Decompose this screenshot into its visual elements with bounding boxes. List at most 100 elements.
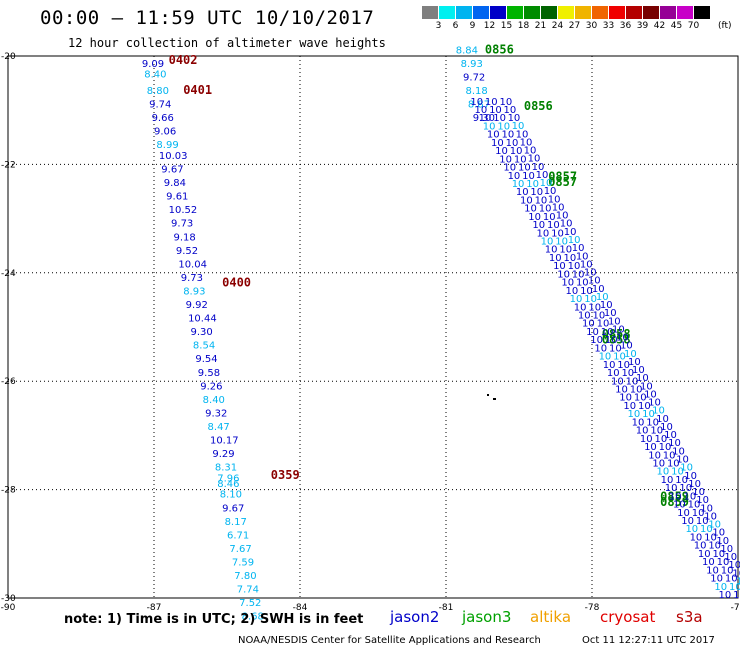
swath-glyph: 10 xyxy=(594,343,607,354)
swath-glyph: 10 xyxy=(539,204,552,215)
x-tick-label: -81 xyxy=(439,603,454,613)
swath-glyph: 10 xyxy=(736,576,740,587)
cryosat-wave-height: 9.84 xyxy=(164,178,186,189)
swath-glyph: 10 xyxy=(700,524,713,535)
swath-glyph: 10 xyxy=(555,237,568,248)
swath-glyph: 10 xyxy=(616,333,629,344)
color-swatch xyxy=(694,6,711,19)
page-subtitle: 12 hour collection of altimeter wave hei… xyxy=(68,36,386,50)
swath-glyph: 10 xyxy=(656,414,669,425)
swath-glyph: 10 xyxy=(716,536,729,547)
jason3-wave-height: 9.30 xyxy=(473,113,495,124)
cryosat-wave-height: 8.17 xyxy=(225,517,247,528)
cryosat-wave-height: 9.67 xyxy=(222,503,244,514)
cryosat-time-label: 0400 xyxy=(222,275,251,289)
swath-glyph: 10 xyxy=(590,335,603,346)
y-tick-label: -30 xyxy=(1,594,16,604)
swath-glyph: 10 xyxy=(528,212,541,223)
cryosat-wave-height: 8.68 xyxy=(242,612,264,623)
swath-glyph: 10 xyxy=(668,438,681,449)
swath-glyph: 10 xyxy=(688,479,701,490)
swath-glyph: 10 xyxy=(608,316,621,327)
color-scale-tick: 39 xyxy=(636,21,649,31)
swath-glyph: 10 xyxy=(638,401,651,412)
cryosat-wave-height: 9.67 xyxy=(161,165,183,176)
swath-glyph: 10 xyxy=(561,278,574,289)
cryosat-wave-height: 9.58 xyxy=(198,368,220,379)
swath-glyph: 10 xyxy=(607,368,620,379)
cryosat-wave-height: 8.46 xyxy=(217,479,239,490)
swath-glyph: 10 xyxy=(692,487,705,498)
swath-glyph: 10 xyxy=(592,311,605,322)
color-scale-tick: 3 xyxy=(435,21,442,31)
cryosat-wave-height: 9.06 xyxy=(154,127,176,138)
color-swatch xyxy=(643,6,660,19)
swath-glyph: 10 xyxy=(522,171,535,182)
generated-timestamp: Oct 11 12:27:11 UTC 2017 xyxy=(582,635,715,646)
color-scale-tick: 24 xyxy=(551,21,564,31)
swath-glyph: 10 xyxy=(617,360,630,371)
swath-glyph: 10 xyxy=(628,357,641,368)
jason3-time-label: 0858 xyxy=(602,332,631,346)
cryosat-wave-height: 9.66 xyxy=(152,113,174,124)
swath-glyph: 10 xyxy=(580,286,593,297)
cryosat-wave-height: 8.40 xyxy=(144,70,166,81)
legend-s3a: s3a xyxy=(676,608,703,626)
swath-glyph: 10 xyxy=(664,430,677,441)
cryosat-wave-height: 8.31 xyxy=(215,463,237,474)
swath-glyph: 10 xyxy=(648,450,661,461)
swath-glyph: 10 xyxy=(597,319,610,330)
cryosat-time-label: 0402 xyxy=(169,53,198,67)
y-tick-label: -22 xyxy=(1,160,16,170)
swath-glyph: 10 xyxy=(516,129,529,140)
swath-glyph: 10 xyxy=(613,352,626,363)
swath-glyph: 10 xyxy=(690,532,703,543)
swath-glyph: 10 xyxy=(557,269,570,280)
cryosat-wave-height: 8.47 xyxy=(208,422,230,433)
color-scale-tick: 9 xyxy=(469,21,476,31)
swath-glyph: 10 xyxy=(580,259,593,270)
swath-glyph: 10 xyxy=(632,417,645,428)
swath-glyph: 10 xyxy=(733,590,740,601)
swath-glyph: 10 xyxy=(725,574,738,585)
swath-glyph: 10 xyxy=(552,202,565,213)
page-title: 00:00 – 11:59 UTC 10/10/2017 xyxy=(40,7,375,29)
swath-glyph: 10 xyxy=(609,343,622,354)
jason3-time-label: 0859 xyxy=(660,489,689,503)
color-swatch xyxy=(592,6,609,19)
jason3-wave-height: 8.18 xyxy=(465,86,487,97)
credit-text: NOAA/NESDIS Center for Satellite Applica… xyxy=(238,635,541,646)
swath-glyph: 10 xyxy=(671,467,684,478)
swath-glyph: 10 xyxy=(487,130,500,141)
swath-glyph: 10 xyxy=(489,105,502,116)
swath-glyph: 10 xyxy=(526,179,539,190)
cryosat-wave-height: 7.74 xyxy=(237,585,259,596)
swath-glyph: 10 xyxy=(683,491,696,502)
swath-glyph: 10 xyxy=(535,195,548,206)
swath-glyph: 10 xyxy=(640,381,653,392)
swath-glyph: 10 xyxy=(732,568,740,579)
cryosat-wave-height: 9.73 xyxy=(181,273,203,284)
swath-glyph: 10 xyxy=(676,455,689,466)
color-swatch xyxy=(677,6,694,19)
swath-glyph: 10 xyxy=(724,552,737,563)
swath-glyph: 10 xyxy=(648,398,661,409)
color-scale-tick: 33 xyxy=(602,21,615,31)
swath-glyph: 10 xyxy=(582,319,595,330)
color-swatch xyxy=(524,6,541,19)
color-swatch xyxy=(456,6,473,19)
color-swatch xyxy=(626,6,643,19)
swath-glyph: 10 xyxy=(621,368,634,379)
swath-glyph: 10 xyxy=(644,389,657,400)
swath-glyph: 10 xyxy=(611,376,624,387)
x-tick-label: -90 xyxy=(1,603,16,613)
color-scale-tick: 6 xyxy=(452,21,459,31)
legend-jason2: jason2 xyxy=(390,608,440,626)
swath-glyph: 10 xyxy=(712,528,725,539)
swath-glyph: 10 xyxy=(694,541,707,552)
x-tick-label: -75 xyxy=(731,603,740,613)
color-swatch xyxy=(490,6,507,19)
swath-glyph: 10 xyxy=(612,324,625,335)
swath-glyph: 10 xyxy=(572,269,585,280)
